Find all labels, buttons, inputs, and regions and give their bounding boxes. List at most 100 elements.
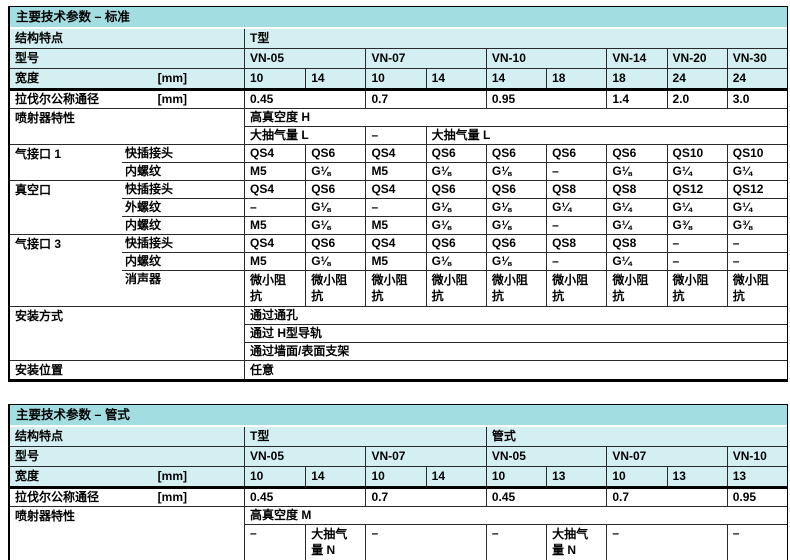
row-label-text: 气接口 1 bbox=[15, 147, 62, 161]
row-label-text: 宽度 bbox=[15, 469, 40, 483]
laval-label: 拉伐尔公称通径 [mm] bbox=[10, 91, 245, 108]
value-cell: QS6 bbox=[305, 181, 365, 198]
structure-row: 结构特点 T型 管式 bbox=[10, 427, 787, 446]
row-label-text: 拉伐尔公称通径 bbox=[15, 92, 100, 106]
vacuum-label: 真空口 bbox=[10, 181, 122, 234]
vacuum-male-values: – G⅛ – G⅛ G⅛ G¼ G¼ G¼ G¼ bbox=[245, 199, 787, 216]
port1-female-values: M5 G⅛ M5 G⅛ G⅛ – G⅛ G¼ G¼ bbox=[245, 163, 787, 180]
ejector-rows: 高真空度 H 大抽气量 L – 大抽气量 L bbox=[245, 109, 787, 144]
ejector-cell: 高真空度 M bbox=[250, 508, 312, 522]
push-in-label: 快插接头 bbox=[122, 235, 245, 252]
value-cell: QS6 bbox=[425, 235, 486, 252]
width-row: 宽度 [mm] 10 14 10 14 10 13 10 13 13 bbox=[10, 466, 787, 489]
value-cell: QS6 bbox=[485, 145, 546, 162]
ejector-group: 喷射器特性 高真空度 M – 大抽气量 N – – 大抽气量 N – – bbox=[10, 506, 787, 560]
value-cell: QS6 bbox=[485, 235, 546, 252]
value-cell: QS12 bbox=[666, 181, 727, 198]
width-label: 宽度 [mm] bbox=[10, 467, 245, 486]
value-cell: G¼ bbox=[666, 199, 727, 216]
push-in-label: 快插接头 bbox=[122, 181, 245, 198]
value-cell: 微小阻抗 bbox=[485, 271, 546, 306]
ejector-rows: 高真空度 M – 大抽气量 N – – 大抽气量 N – – bbox=[245, 507, 787, 560]
row-label-text: 结构特点 bbox=[15, 31, 64, 45]
value-cell: QS8 bbox=[546, 235, 606, 252]
port1-push-in-row: 快插接头 QS4 QS6 QS4 QS6 QS6 QS6 QS6 QS10 QS… bbox=[122, 145, 787, 162]
width-cell: 14 bbox=[485, 69, 546, 88]
mounting-option-cell: 通过墙面/表面支架 bbox=[250, 344, 350, 358]
position-label: 安装位置 bbox=[10, 361, 245, 379]
laval-cell: 3.0 bbox=[726, 91, 787, 108]
width-values: 10 14 10 14 14 18 18 24 24 bbox=[245, 69, 787, 88]
value-cell: M5 bbox=[250, 218, 267, 232]
value-cell: QS10 bbox=[726, 145, 787, 162]
value-cell: G⅛ bbox=[485, 217, 546, 234]
value-cell: G⅛ bbox=[485, 199, 546, 216]
value-cell: QS6 bbox=[606, 145, 666, 162]
value-cell: M5 bbox=[365, 163, 425, 180]
vacuum-female-row: 内螺纹 M5 G⅛ M5 G⅛ G⅛ – G¼ G⅜ G⅜ bbox=[122, 216, 787, 234]
value-cell: QS6 bbox=[305, 235, 365, 252]
port1-rows: 快插接头 QS4 QS6 QS4 QS6 QS6 QS6 QS6 QS10 QS… bbox=[122, 145, 787, 180]
port1-group: 气接口 1 快插接头 QS4 QS6 QS4 QS6 QS6 QS6 QS6 Q… bbox=[10, 144, 787, 180]
value-cell: G¼ bbox=[546, 199, 606, 216]
tube-parameters-table: 主要技术参数 – 管式 结构特点 T型 管式 型号 VN-05 VN-07 VN… bbox=[8, 404, 788, 560]
value-cell: M5 bbox=[365, 217, 425, 234]
row-label-text: 喷射器特性 bbox=[15, 509, 76, 523]
value-cell: QS6 bbox=[305, 145, 365, 162]
position-row: 安装位置 任意 bbox=[10, 360, 787, 379]
value-cell: QS6 bbox=[425, 181, 486, 198]
value-cell: G⅛ bbox=[305, 217, 365, 234]
value-cell: G⅛ bbox=[485, 163, 546, 180]
position-values: 任意 bbox=[245, 361, 787, 379]
width-cell: 24 bbox=[666, 69, 727, 88]
width-cell: 10 bbox=[250, 71, 264, 85]
structure-value-cell: T型 bbox=[250, 31, 270, 45]
model-label: 型号 bbox=[10, 49, 245, 68]
value-cell: G⅛ bbox=[305, 253, 365, 270]
width-cell: 14 bbox=[425, 69, 486, 88]
width-cell: 18 bbox=[546, 69, 606, 88]
value-cell: 微小阻抗 bbox=[425, 271, 486, 306]
width-cell: 10 bbox=[250, 469, 264, 483]
value-cell: M5 bbox=[250, 164, 267, 178]
vacuum-push-in-values: QS4 QS6 QS4 QS6 QS6 QS8 QS8 QS12 QS12 bbox=[245, 181, 787, 198]
vacuum-push-in-row: 快插接头 QS4 QS6 QS4 QS6 QS6 QS8 QS8 QS12 QS… bbox=[122, 181, 787, 198]
value-cell: G⅛ bbox=[305, 199, 365, 216]
ejector-values: 大抽气量 L – 大抽气量 L bbox=[245, 127, 787, 144]
value-cell: 微小阻抗 bbox=[666, 271, 727, 306]
value-cell: G¼ bbox=[726, 199, 787, 216]
female-thread-label: 内螺纹 bbox=[122, 163, 245, 180]
mounting-label: 安装方式 bbox=[10, 307, 245, 360]
ejector-label: 喷射器特性 bbox=[10, 109, 245, 144]
model-cell: VN-10 bbox=[485, 49, 606, 68]
port3-female-values: M5 G⅛ M5 G⅛ G⅛ – G¼ – – bbox=[245, 253, 787, 270]
female-thread-label: 内螺纹 bbox=[122, 253, 245, 270]
row-label-text: 型号 bbox=[15, 51, 40, 65]
laval-cell: 0.45 bbox=[250, 92, 274, 106]
value-cell: – bbox=[666, 235, 727, 252]
value-cell: QS6 bbox=[546, 145, 606, 162]
ejector-flow-row: – 大抽气量 N – – 大抽气量 N – – bbox=[245, 524, 787, 560]
structure-value-cell: 管式 bbox=[485, 427, 787, 446]
vacuum-female-values: M5 G⅛ M5 G⅛ G⅛ – G¼ G⅜ G⅜ bbox=[245, 217, 787, 234]
laval-cell: 2.0 bbox=[666, 91, 727, 108]
value-cell: G⅛ bbox=[425, 253, 486, 270]
model-cell: VN-20 bbox=[666, 49, 727, 68]
width-cell: 18 bbox=[606, 69, 666, 88]
laval-values: 0.45 0.7 0.45 0.7 0.95 bbox=[245, 489, 787, 506]
standard-parameters-table: 主要技术参数 – 标准 结构特点 T型 型号 VN-05 VN-07 VN-10… bbox=[8, 6, 788, 382]
value-cell: G⅛ bbox=[425, 163, 486, 180]
laval-cell: 0.7 bbox=[365, 489, 485, 506]
value-cell: – bbox=[726, 235, 787, 252]
ejector-label: 喷射器特性 bbox=[10, 507, 245, 560]
female-thread-label: 内螺纹 bbox=[122, 217, 245, 234]
port1-female-row: 内螺纹 M5 G⅛ M5 G⅛ G⅛ – G⅛ G¼ G¼ bbox=[122, 162, 787, 180]
port3-female-row: 内螺纹 M5 G⅛ M5 G⅛ G⅛ – G¼ – – bbox=[122, 252, 787, 270]
push-in-label: 快插接头 bbox=[122, 145, 245, 162]
ejector-high-vacuum-row: 高真空度 M bbox=[245, 507, 787, 524]
width-cell: 10 bbox=[365, 69, 425, 88]
mounting-option-row: 通过墙面/表面支架 bbox=[245, 342, 787, 360]
silencer-row: 消声器 微小阻抗 微小阻抗 微小阻抗 微小阻抗 微小阻抗 微小阻抗 微小阻抗 微… bbox=[122, 270, 787, 306]
row-label-text: 型号 bbox=[15, 449, 40, 463]
mounting-option-cell: 通过 H型导轨 bbox=[250, 326, 323, 340]
